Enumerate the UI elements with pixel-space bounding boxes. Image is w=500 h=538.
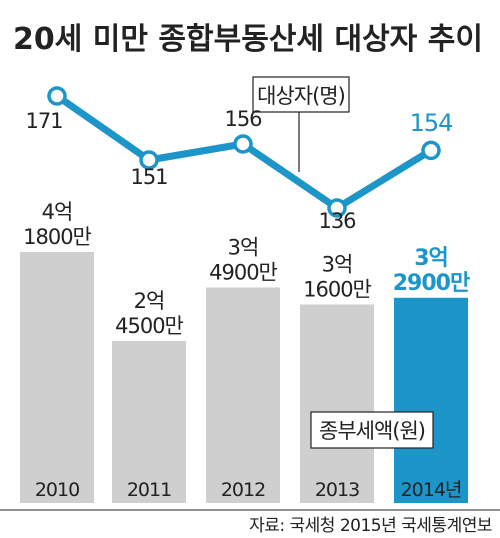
bar-legend-frame <box>310 411 434 449</box>
x-tick-label: 2013 <box>315 479 359 501</box>
x-tick-label: 2014년 <box>401 479 462 501</box>
bar-value-label: 1800만 <box>23 225 91 249</box>
x-axis-ticks: 2010 2011 2012 2013 2014년 <box>35 479 463 501</box>
line-point-2013 <box>327 198 347 218</box>
bar-2012 <box>206 287 280 467</box>
bar-value-label: 2억 <box>134 289 165 313</box>
bar-2011 <box>112 340 186 467</box>
line-legend-box: 대상자(명) <box>252 76 350 113</box>
x-tick-label: 2011 <box>127 479 171 501</box>
source-note: 자료: 국세청 2015년 국세통계연보 <box>249 516 492 536</box>
x-tick-label: 2010 <box>35 479 79 501</box>
bar-value-label: 3억 <box>228 235 259 259</box>
bar-value-label: 4900만 <box>209 260 277 284</box>
x-tick-label: 2012 <box>221 479 265 501</box>
bar-base-2010 <box>20 467 94 503</box>
line-point-2010 <box>47 86 67 106</box>
bar-legend-box: 종부세액(원) <box>310 411 434 449</box>
line-value-label: 136 <box>318 209 356 233</box>
chart-title: 20세 미만 종합부동산세 대상자 추이 <box>13 22 483 57</box>
bar-2010 <box>20 252 94 467</box>
line-value-label: 171 <box>25 109 62 133</box>
line-value-label: 154 <box>410 109 453 137</box>
bar-base-2013 <box>300 467 374 503</box>
line-legend-label: 대상자(명) <box>257 84 345 108</box>
bar-base-2012 <box>206 467 280 503</box>
bar-value-label: 4500만 <box>115 314 183 338</box>
line-point-2012 <box>233 134 253 154</box>
line-point-2014 <box>421 140 441 161</box>
bar-value-label: 1600만 <box>303 277 371 301</box>
line-series <box>47 86 441 218</box>
bar-base-2014년 <box>394 467 468 503</box>
bar-value-label: 2900만 <box>393 271 470 296</box>
line-point-2011 <box>139 150 159 170</box>
bar-value-label: 4억 <box>42 200 73 224</box>
bar-value-label: 3억 <box>322 252 353 276</box>
bar-series <box>20 252 468 503</box>
bar-value-label: 3억 <box>414 246 448 271</box>
line-value-label: 151 <box>130 165 167 189</box>
bar-legend-label: 종부세액(원) <box>319 419 425 443</box>
line-value-label: 156 <box>224 107 262 131</box>
bar-base-2011 <box>112 467 186 503</box>
line-value-labels: 171 151 156 136 154 <box>25 107 453 233</box>
line-legend-frame <box>252 76 350 113</box>
